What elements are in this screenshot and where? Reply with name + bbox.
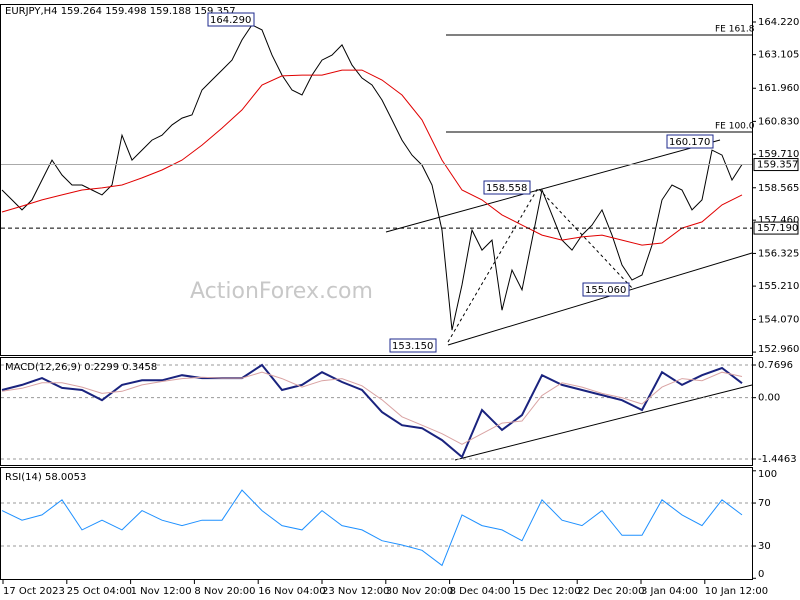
annotation: 160.170 xyxy=(669,137,710,148)
y-tick-label: 100 xyxy=(758,469,777,480)
x-axis: 17 Oct 2023 25 Oct 04:001 Nov 12:00 8 Nov … xyxy=(2,580,768,597)
x-tick-label: 16 Nov 04:00 xyxy=(258,586,325,597)
price-label-box xyxy=(753,158,799,172)
series-line xyxy=(1,24,743,331)
annotation: 153.150 xyxy=(392,341,433,352)
price-label: 157.190 xyxy=(757,223,798,234)
x-tick-label: 23 Nov 12:00 xyxy=(322,586,389,597)
y-tick-label: 160.830 xyxy=(758,116,799,127)
annotation-box xyxy=(207,12,255,27)
x-tick-label: 25 Oct 04:00 xyxy=(67,586,132,597)
x-tick-label: 3 Jan 04:00 xyxy=(641,586,698,597)
channel-top xyxy=(385,139,721,233)
annotation-box xyxy=(389,338,437,353)
x-tick-label: 8 Dec 04:00 xyxy=(450,586,511,597)
annotation: 155.060 xyxy=(585,285,626,296)
price-label: 159.357 xyxy=(757,160,798,171)
y-tick-label: 154.070 xyxy=(758,315,799,326)
y-tick-label: 70 xyxy=(758,498,771,509)
macd-trendline xyxy=(454,384,753,461)
panel-title: MACD(12,26,9) 0.2299 0.3458 xyxy=(5,362,157,373)
x-tick-label: 1 Nov 12:00 xyxy=(131,586,192,597)
y-tick-label: 159.710 xyxy=(758,149,799,160)
y-tick-label: 0.7696 xyxy=(758,360,793,371)
y-tick-label: 164.220 xyxy=(758,17,799,28)
y-tick-label: 163.105 xyxy=(758,50,799,61)
annotation: FE 161.8 xyxy=(715,25,755,35)
watermark: ActionForex.com xyxy=(190,279,373,304)
x-tick-label: 22 Dec 20:00 xyxy=(577,586,644,597)
series-line xyxy=(1,363,743,459)
annotation-box xyxy=(666,134,714,149)
channel-bottom xyxy=(447,252,753,346)
price-panel xyxy=(0,4,753,356)
annotation: FE 100.0 xyxy=(715,122,755,132)
price-label-box xyxy=(753,221,799,235)
x-tick-label: 15 Dec 12:00 xyxy=(513,586,580,597)
rsi-panel xyxy=(0,467,753,580)
annotation-box xyxy=(483,180,531,195)
symbol-header: EURJPY,H4 159.264 159.498 159.188 159.35… xyxy=(5,6,236,17)
y-tick-label: 30 xyxy=(758,541,771,552)
series-line xyxy=(1,69,743,246)
y-tick-label: 158.565 xyxy=(758,183,799,194)
y-tick-label: -1.4463 xyxy=(758,454,797,465)
annotation: 158.558 xyxy=(486,183,527,194)
x-tick-label: 10 Jan 12:00 xyxy=(705,586,768,597)
x-tick-label: 8 Nov 20:00 xyxy=(194,586,255,597)
y-tick-label: 152.960 xyxy=(758,344,799,355)
series-line xyxy=(1,489,743,567)
annotation-box xyxy=(582,282,630,297)
macd-panel xyxy=(0,357,753,466)
series-line xyxy=(1,371,743,445)
y-tick-label: 0 xyxy=(758,569,764,580)
y-tick-label: 161.960 xyxy=(758,83,799,94)
y-tick-label: 157.460 xyxy=(758,215,799,226)
panel-title: RSI(14) 58.0053 xyxy=(5,472,86,483)
y-tick-label: 155.210 xyxy=(758,281,799,292)
y-tick-label: 0.00 xyxy=(758,393,780,404)
y-tick-label: 156.325 xyxy=(758,248,799,259)
annotation: 164.290 xyxy=(210,15,251,26)
x-tick-label: 17 Oct 2023 xyxy=(3,586,65,597)
fib-projection xyxy=(447,187,634,343)
x-tick-label: 30 Nov 20:00 xyxy=(386,586,453,597)
